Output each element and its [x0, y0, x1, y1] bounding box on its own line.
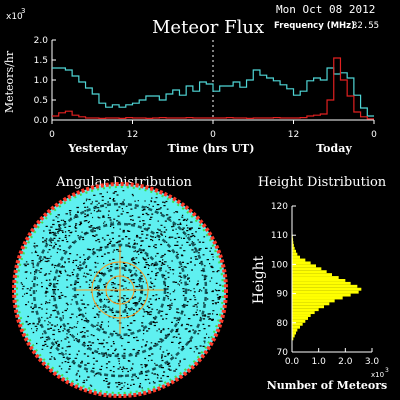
flux-series-red-line [52, 57, 374, 120]
height-bar [292, 276, 339, 279]
height-bar [292, 273, 332, 277]
height-y-axis-label: Height [251, 255, 267, 304]
flux-y-tick-label: 2.0 [34, 36, 49, 46]
flux-series-cyan-line [52, 67, 374, 117]
height-bar [292, 241, 294, 244]
height-y-tick-label: 110 [271, 231, 288, 241]
height-bar [292, 290, 359, 294]
height-chart-title: Height Distribution [258, 175, 387, 190]
height-bar [292, 249, 296, 253]
height-bar [292, 287, 362, 291]
height-bar [292, 258, 306, 262]
frequency-label: Frequency (MHz) [274, 21, 355, 31]
height-bar [292, 305, 324, 309]
height-x-multiplier: x10 [371, 371, 384, 379]
height-y-tick-label: 80 [277, 319, 289, 329]
height-bar [292, 319, 306, 323]
height-bar [292, 281, 351, 285]
height-bar [292, 264, 316, 268]
height-bar [292, 284, 358, 288]
height-bar [292, 334, 295, 338]
flux-day-label-today: Today [316, 142, 352, 155]
height-x-tick-label: 3.0 [365, 357, 380, 367]
flux-x-tick-label: 0 [210, 130, 216, 140]
flux-x-axis-label: Time (hrs UT) [168, 142, 255, 155]
height-bar [292, 316, 308, 320]
flux-x-tick-label: 0 [371, 130, 377, 140]
frequency-value: 32.55 [352, 21, 379, 31]
date-label: Mon Oct 08 2012 [276, 3, 375, 16]
flux-y-multiplier: x10 [6, 12, 23, 22]
flux-x-tick-label: 0 [49, 130, 55, 140]
flux-day-label-yesterday: Yesterday [67, 142, 128, 155]
flux-x-tick-label: 12 [288, 130, 299, 140]
height-y-tick-label: 100 [271, 260, 288, 270]
height-bar [292, 238, 294, 242]
height-bar [292, 337, 294, 341]
height-y-tick-label: 120 [271, 202, 288, 212]
height-bar [292, 328, 298, 332]
flux-x-tick-label: 12 [127, 130, 138, 140]
height-y-tick-label: 90 [277, 290, 289, 300]
height-bar [292, 243, 294, 247]
flux-y-tick-label: 1.5 [34, 56, 48, 66]
height-bar [292, 314, 311, 317]
angular-density-ring [52, 222, 188, 358]
height-bar [292, 293, 351, 297]
height-bar [292, 322, 303, 326]
flux-y-tick-label: 0.0 [34, 116, 49, 126]
height-bar [292, 325, 300, 329]
height-bar [292, 246, 295, 250]
height-bar [292, 261, 311, 265]
height-bar [292, 311, 315, 315]
height-x-tick-label: 1.0 [312, 357, 327, 367]
height-bar [292, 279, 346, 282]
height-bar [292, 252, 298, 256]
flux-chart-title: Meteor Flux [152, 17, 264, 38]
angular-density-ring [32, 202, 208, 378]
angular-density-ring [73, 243, 167, 337]
height-bar [292, 255, 300, 259]
height-x-tick-label: 2.0 [338, 357, 353, 367]
flux-y-axis-label: Meteors/hr [3, 50, 16, 113]
flux-y-multiplier-exponent: 3 [21, 7, 25, 15]
height-bar [292, 331, 296, 335]
flux-y-tick-label: 1.0 [34, 76, 49, 86]
height-bar [292, 296, 343, 300]
height-x-axis-label: Number of Meteors [267, 379, 387, 392]
height-x-tick-label: 0.0 [285, 357, 300, 367]
height-y-tick-label: 70 [277, 348, 289, 358]
angular-rim-red [12, 182, 228, 398]
height-bar [292, 302, 330, 306]
angular-rim-green [16, 186, 224, 394]
height-bar [292, 299, 335, 303]
height-bar [292, 308, 319, 312]
flux-y-tick-label: 0.5 [34, 96, 48, 106]
height-x-multiplier-exponent: 3 [385, 367, 389, 374]
height-bar [292, 270, 327, 274]
height-bar [292, 267, 322, 271]
